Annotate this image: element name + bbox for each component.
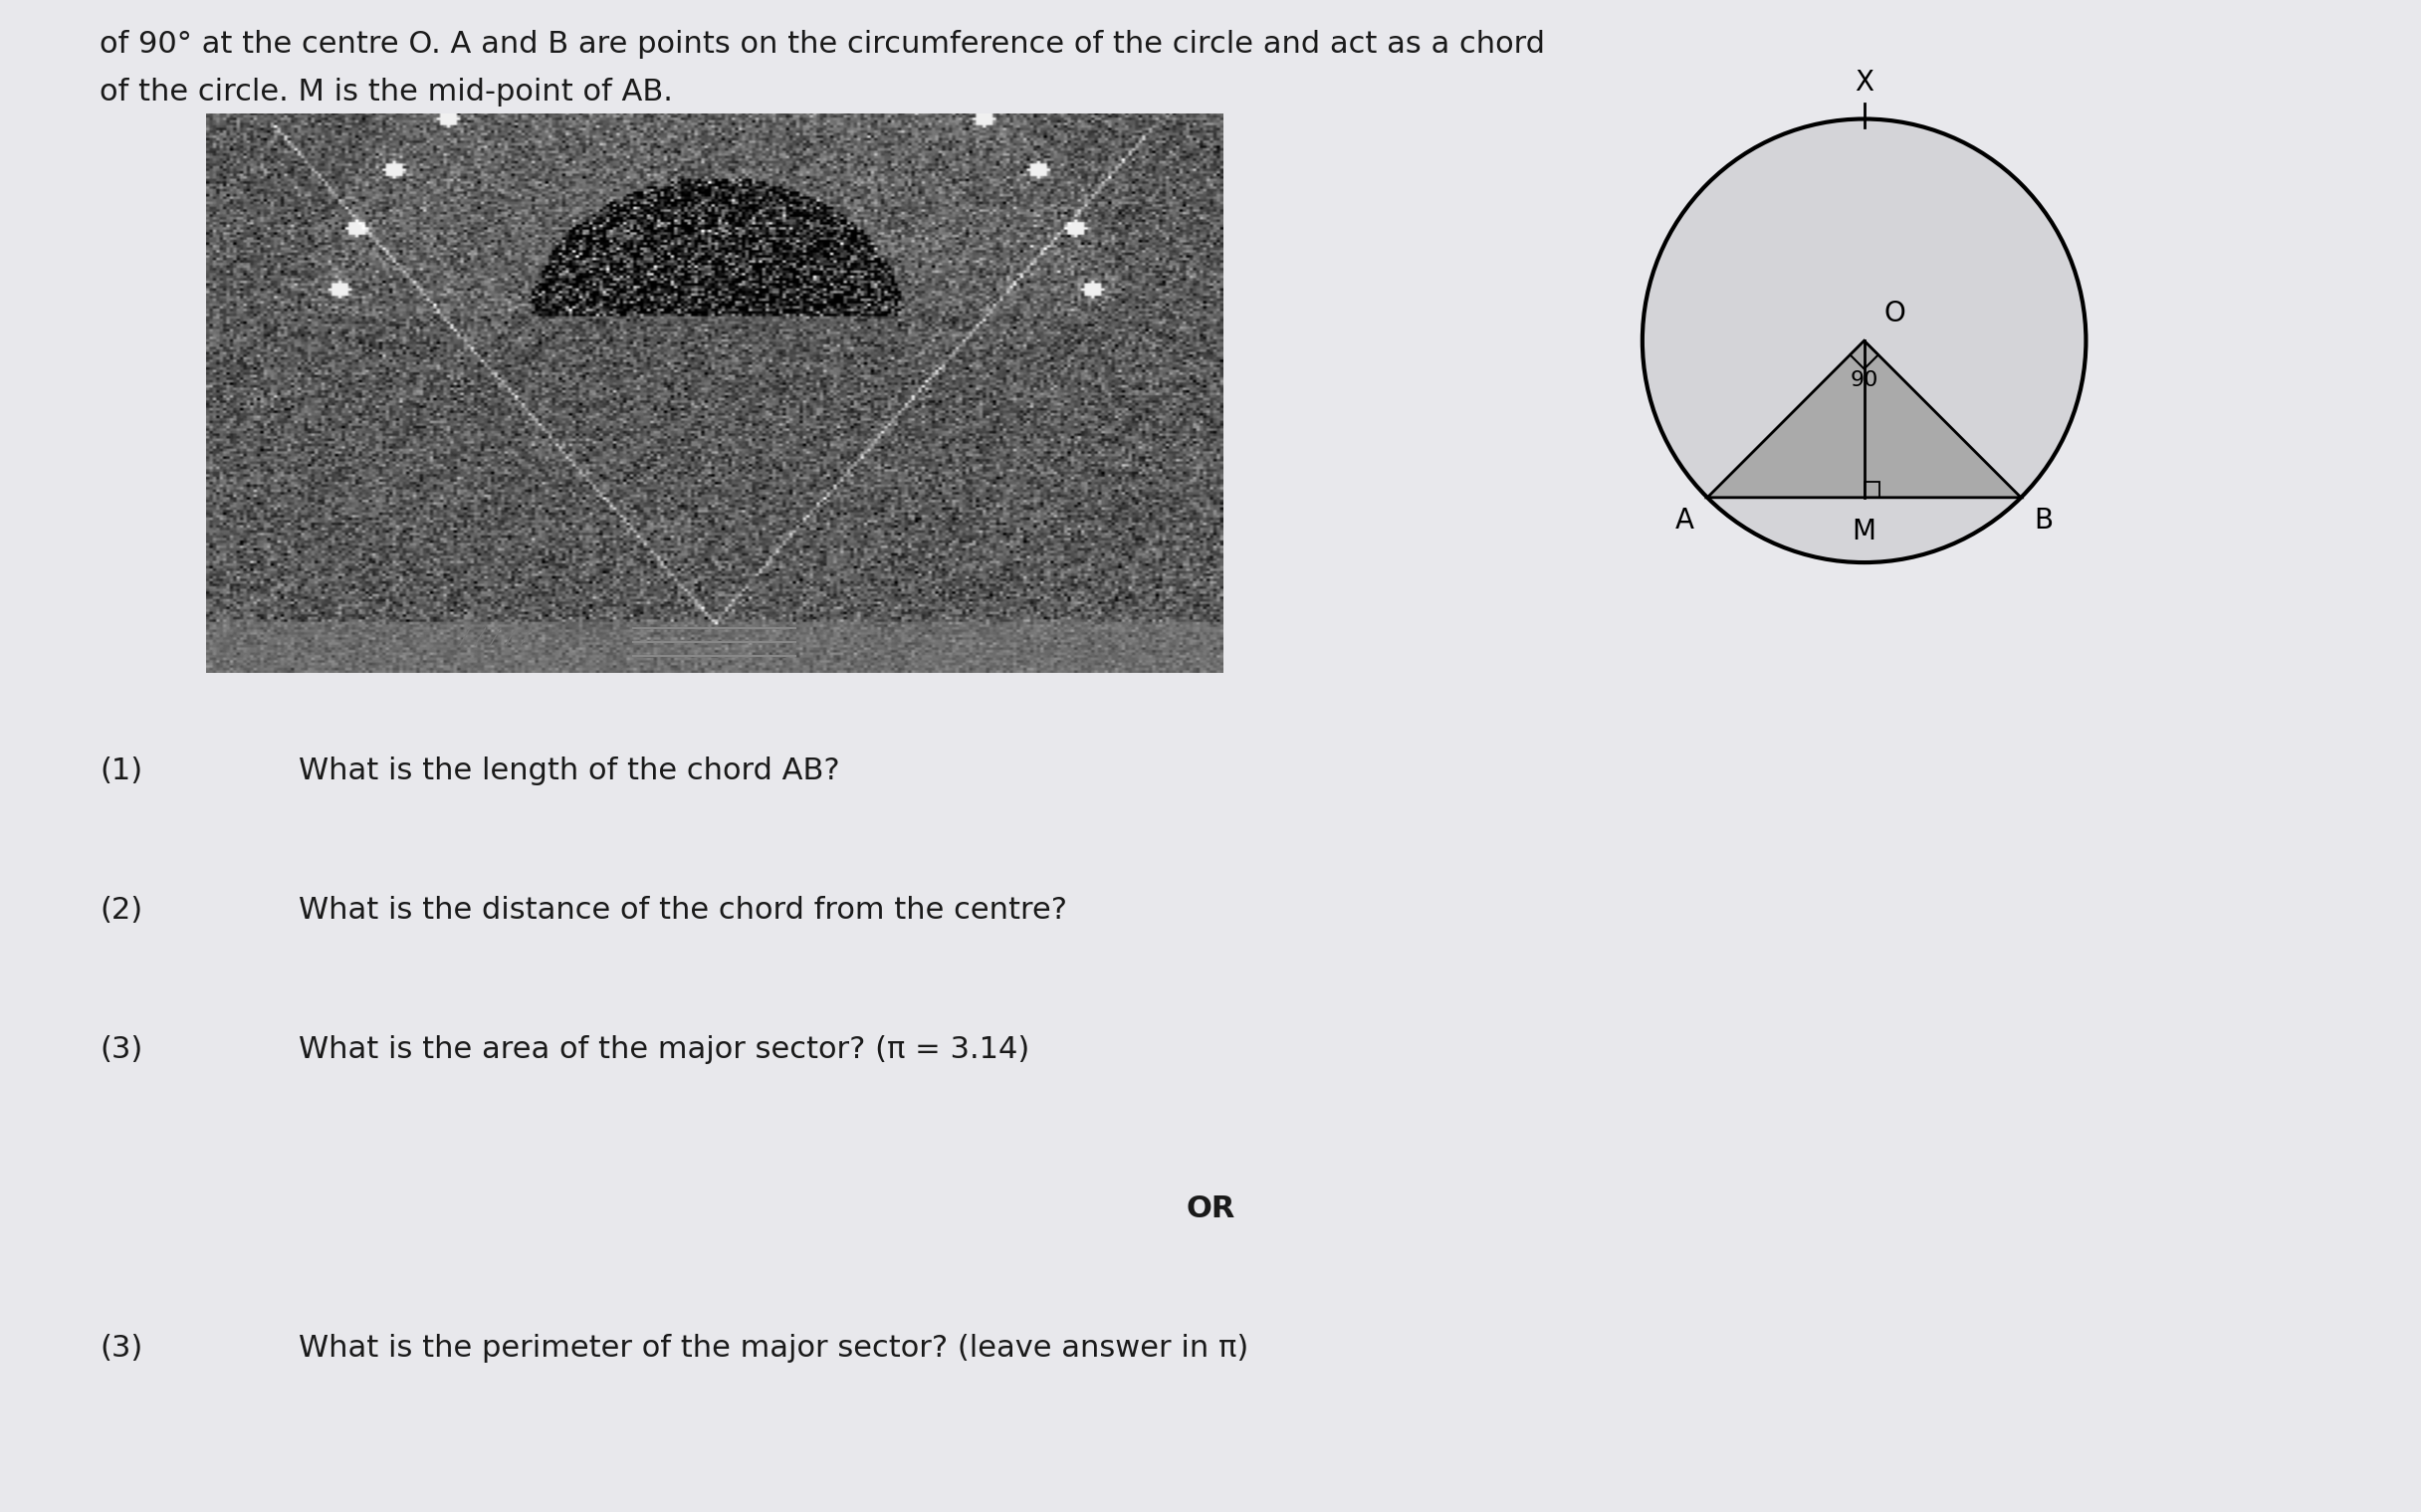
Text: of the circle. M is the mid-point of AB.: of the circle. M is the mid-point of AB.	[99, 77, 673, 106]
Text: What is the length of the chord AB?: What is the length of the chord AB?	[298, 756, 840, 785]
Circle shape	[1641, 119, 2087, 562]
Polygon shape	[1707, 340, 2022, 497]
Text: What is the distance of the chord from the centre?: What is the distance of the chord from t…	[298, 895, 1068, 925]
Text: (1): (1)	[99, 756, 143, 785]
Text: 90: 90	[1850, 370, 1879, 390]
Text: OR: OR	[1186, 1194, 1235, 1223]
Text: X: X	[1854, 70, 1874, 97]
Text: 5: 5	[1165, 174, 1206, 231]
Text: M: M	[1852, 517, 1876, 546]
Text: (3): (3)	[99, 1036, 143, 1064]
Text: O: O	[1884, 299, 1905, 328]
Text: B: B	[2034, 507, 2053, 534]
Text: (3): (3)	[99, 1334, 143, 1362]
Text: What is the perimeter of the major sector? (leave answer in π): What is the perimeter of the major secto…	[298, 1334, 1249, 1362]
Text: (2): (2)	[99, 895, 143, 925]
Text: What is the area of the major sector? (π = 3.14): What is the area of the major sector? (π…	[298, 1036, 1029, 1064]
Text: of 90° at the centre O. A and B are points on the circumference of the circle an: of 90° at the centre O. A and B are poin…	[99, 30, 1545, 59]
Text: A: A	[1675, 507, 1695, 534]
